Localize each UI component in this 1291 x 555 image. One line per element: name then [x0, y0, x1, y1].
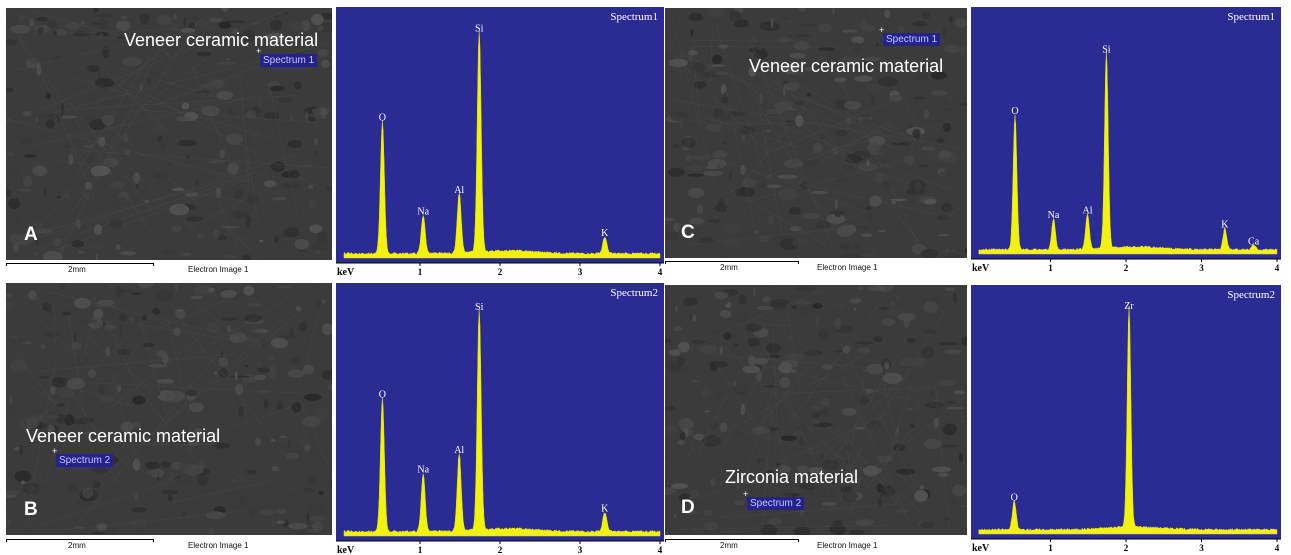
peak-label: K [601, 228, 609, 239]
x-tick-label: 1 [1048, 543, 1053, 553]
scale-footer: 2mm Electron Image 1 [6, 536, 332, 552]
sem-texture [6, 8, 332, 260]
electron-image-label: Electron Image 1 [817, 541, 878, 550]
spectrum-title: Spectrum1 [1227, 11, 1275, 23]
peak-label: O [379, 112, 386, 123]
scale-footer: 2mm Electron Image 1 [665, 536, 967, 552]
plot-background [971, 7, 1281, 259]
material-label: Veneer ceramic material [26, 426, 221, 446]
scale-label: 2mm [68, 265, 86, 274]
electron-image: Veneer ceramic material Spectrum 1 A [6, 8, 332, 260]
panel-letter: A [24, 224, 38, 245]
electron-image-label: Electron Image 1 [188, 265, 249, 274]
x-tick-label: 3 [1199, 263, 1204, 273]
x-tick-label: 3 [578, 267, 583, 277]
spectrum-svg: Spectrum2 O Zr keV 1 2 3 4 [971, 285, 1281, 553]
material-label: Zirconia material [725, 467, 859, 487]
spectrum-marker: Spectrum 2 [743, 489, 805, 510]
x-tick-label: 2 [498, 545, 503, 555]
spectrum-chart: Spectrum1 O Na Al Si K Ca keV 1 2 3 4 [971, 7, 1281, 273]
plot-background [336, 7, 664, 263]
x-axis-label: keV [337, 267, 355, 277]
scale-label: 2mm [68, 541, 86, 550]
x-axis-label: keV [972, 543, 990, 553]
scale-label: 2mm [720, 541, 738, 550]
x-tick-label: 1 [1048, 263, 1053, 273]
x-tick-label: 4 [658, 545, 663, 555]
electron-image: Zirconia material Spectrum 2 D [665, 285, 967, 535]
peak-label: Al [1082, 205, 1092, 216]
x-tick-label: 1 [418, 267, 423, 277]
x-tick-label: 4 [1275, 263, 1280, 273]
electron-image: Spectrum 1 Veneer ceramic material C [665, 8, 967, 258]
x-tick-label: 2 [1124, 543, 1129, 553]
electron-image: Veneer ceramic material Spectrum 2 B [6, 283, 332, 535]
x-tick-label: 1 [418, 545, 423, 555]
panel-letter: B [24, 499, 38, 520]
sem-texture [665, 8, 967, 258]
spectrum-area [978, 51, 1278, 255]
x-tick-label: 2 [1124, 263, 1129, 273]
spectrum-area [978, 306, 1278, 535]
peak-label: Na [417, 206, 429, 217]
spectrum-marker: Spectrum 2 [52, 446, 114, 467]
spectrum-title: Spectrum1 [610, 11, 658, 23]
spectrum-area [343, 308, 661, 537]
peak-label: K [1221, 220, 1229, 231]
material-label: Veneer ceramic material [124, 30, 319, 50]
x-tick-label: 2 [498, 267, 503, 277]
peak-label: Ca [1248, 236, 1260, 247]
electron-image-label: Electron Image 1 [188, 541, 249, 550]
plot-background [336, 283, 664, 541]
x-axis-label: keV [972, 263, 990, 273]
sem-texture [6, 283, 332, 535]
spectrum-svg: Spectrum1 O Na Al Si K Ca keV 1 2 3 4 [971, 7, 1281, 273]
peak-label: Si [1102, 44, 1111, 55]
peak-label: Si [475, 23, 484, 34]
material-label: Veneer ceramic material [749, 56, 944, 76]
scale-footer: 2mm Electron Image 1 [665, 258, 967, 274]
electron-image-label: Electron Image 1 [817, 263, 878, 272]
panel-letter: D [681, 497, 695, 518]
peak-label: Zr [1124, 301, 1134, 312]
peak-label: K [601, 504, 609, 515]
x-axis-label: keV [337, 545, 355, 555]
x-tick-label: 4 [1275, 543, 1280, 553]
scale-bar [665, 261, 799, 264]
peak-label: O [379, 389, 386, 400]
peak-label: O [1011, 106, 1018, 117]
sem-texture [665, 285, 967, 535]
peak-label: Na [417, 465, 429, 476]
spectrum-chart: Spectrum2 O Zr keV 1 2 3 4 [971, 285, 1281, 553]
x-tick-label: 3 [1199, 543, 1204, 553]
spectrum-title: Spectrum2 [1227, 289, 1275, 301]
x-tick-label: 3 [578, 545, 583, 555]
spectrum-area [343, 30, 661, 259]
peak-label: Na [1048, 210, 1060, 221]
scale-bar [6, 539, 154, 542]
peak-label: Si [475, 302, 484, 313]
spectrum-marker: Spectrum 1 [879, 25, 941, 46]
peak-label: Al [454, 445, 464, 456]
peak-label: O [1011, 492, 1018, 503]
scale-label: 2mm [720, 263, 738, 272]
spectrum-title: Spectrum2 [610, 287, 658, 299]
x-tick-label: 4 [658, 267, 663, 277]
peak-label: Al [454, 185, 464, 196]
scale-bar [6, 263, 154, 266]
scale-footer: 2mm Electron Image 1 [6, 260, 332, 276]
spectrum-marker: Spectrum 1 [256, 46, 318, 67]
scale-bar [665, 539, 799, 542]
panel-letter: C [681, 222, 695, 243]
